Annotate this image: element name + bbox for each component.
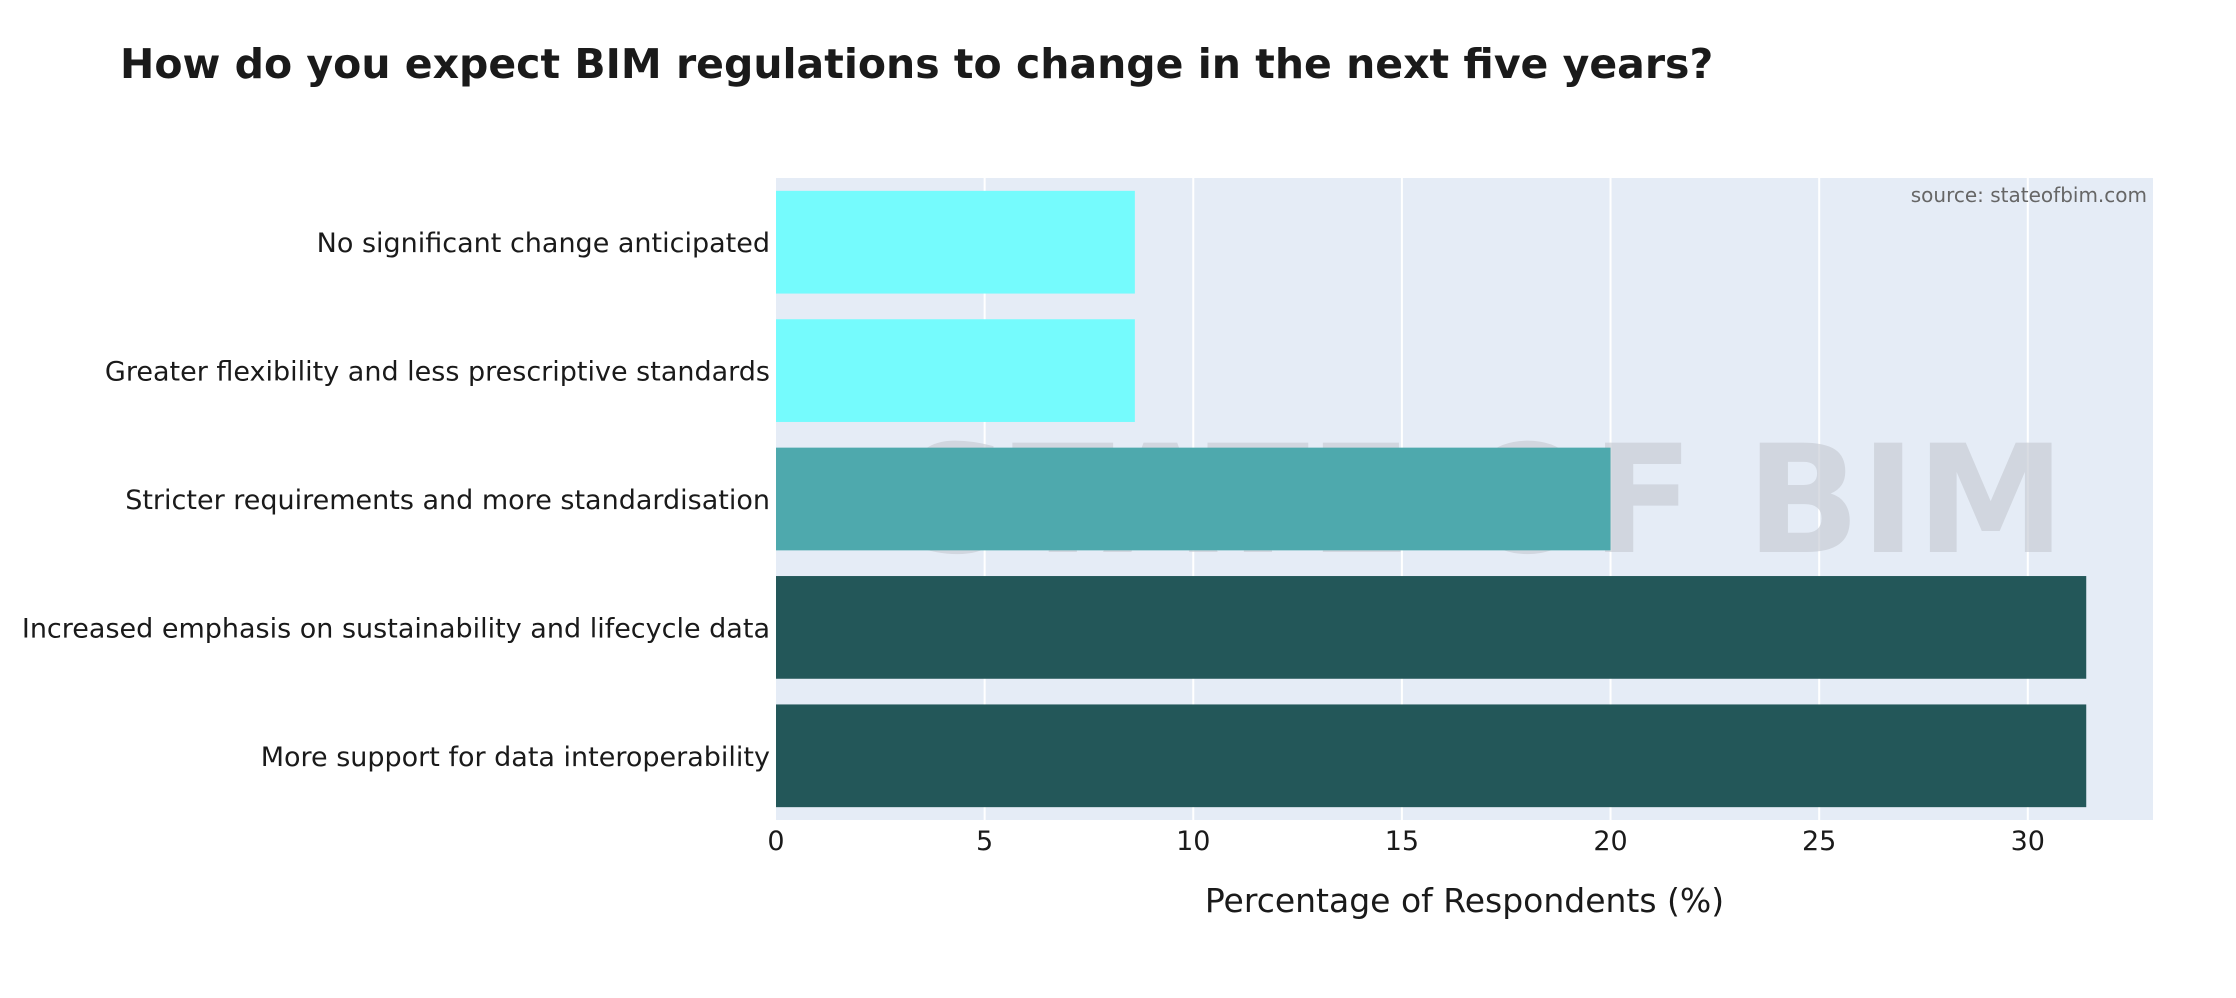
x-tick-label: 5: [976, 826, 993, 857]
category-label: Greater flexibility and less prescriptiv…: [105, 357, 770, 388]
bars: [776, 190, 2087, 808]
category-label: No significant change anticipated: [317, 228, 770, 259]
bar: [776, 319, 1135, 422]
category-label: More support for data interoperability: [261, 742, 770, 773]
source-note: source: stateofbim.com: [1911, 183, 2147, 207]
x-tick-labels: 0 5 10 15 20 25 30: [767, 826, 2045, 857]
bar: [776, 447, 1611, 551]
x-axis-title: Percentage of Respondents (%): [1205, 881, 1724, 920]
bar: [776, 190, 1135, 294]
x-tick-label: 0: [767, 826, 784, 857]
x-tick-label: 20: [1593, 826, 1627, 857]
x-tick-label: 15: [1385, 826, 1419, 857]
category-label: Increased emphasis on sustainability and…: [22, 613, 770, 644]
bar: [776, 704, 2087, 808]
x-tick-label: 25: [1802, 826, 1836, 857]
category-labels: No significant change anticipated Greater…: [22, 228, 770, 773]
chart-title: How do you expect BIM regulations to cha…: [120, 40, 1713, 88]
category-label: Stricter requirements and more standardi…: [125, 485, 770, 516]
x-tick-label: 30: [2011, 826, 2045, 857]
bar: [776, 576, 2087, 679]
x-tick-label: 10: [1176, 826, 1210, 857]
